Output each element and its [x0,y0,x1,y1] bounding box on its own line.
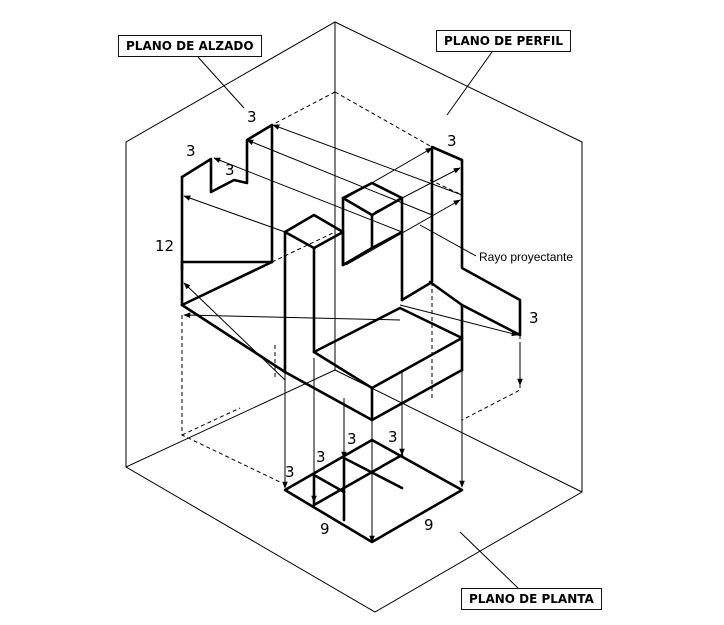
dim-alzado-inner-step: 3 [225,161,235,179]
leader-alzado [197,56,245,109]
leader-perfil [446,51,493,116]
dim-height: 12 [155,237,175,255]
solid-object [180,123,522,422]
plane-edge-right [334,369,583,493]
dim-planta-3b: 3 [388,428,398,446]
dim-planta-9-right: 9 [424,516,434,534]
leader-rayo [419,224,477,257]
dim-perfil-top: 3 [447,132,457,150]
label-plano-alzado: PLANO DE ALZADO [118,35,262,57]
dashed-projections [181,91,521,483]
plane-edge-left [125,369,336,468]
label-rayo-proyectante: Rayo proyectante [479,250,574,264]
planes-outline [125,21,583,613]
dim-planta-3c: 3 [316,448,326,466]
dim-planta-9-left: 9 [320,520,330,538]
label-plano-perfil: PLANO DE PERFIL [436,30,572,52]
dim-planta-3d: 3 [285,463,295,481]
plan-view [283,438,464,544]
leader-planta [459,531,519,589]
dim-alzado-top: 3 [247,108,257,126]
dim-planta-3a: 3 [347,430,357,448]
label-plano-planta: PLANO DE PLANTA [461,588,602,610]
dim-perfil-right: 3 [529,309,539,327]
dim-alzado-left-step: 3 [186,142,196,160]
